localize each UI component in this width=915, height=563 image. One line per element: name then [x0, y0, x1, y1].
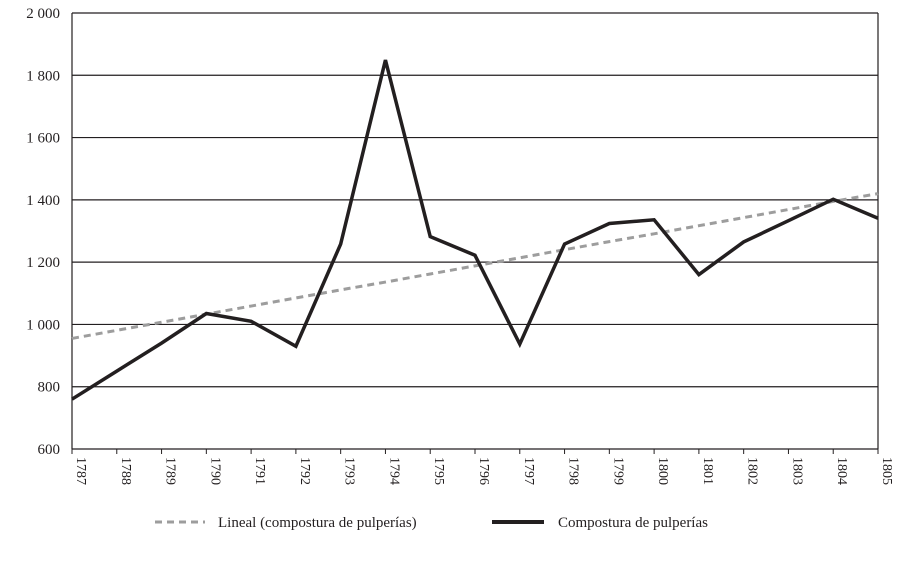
x-tick-label: 1798	[566, 457, 581, 485]
x-tick-label: 1803	[789, 457, 804, 485]
x-tick-label: 1805	[879, 457, 894, 485]
x-tick-label: 1801	[700, 457, 715, 485]
y-tick-label: 800	[38, 380, 61, 396]
legend-label-series: Compostura de pulperías	[558, 515, 708, 531]
x-tick-label: 1791	[252, 457, 267, 485]
x-tick-label: 1799	[610, 457, 625, 485]
x-tick-label: 1804	[834, 457, 849, 485]
y-tick-label: 600	[38, 442, 61, 458]
x-tick-label: 1802	[745, 457, 760, 485]
x-tick-label: 1792	[297, 457, 312, 485]
y-tick-label: 1 400	[26, 193, 60, 209]
y-tick-label: 1 000	[26, 317, 60, 333]
x-tick-label: 1794	[386, 457, 401, 485]
y-tick-label: 1 600	[26, 131, 60, 147]
x-tick-label: 1795	[431, 457, 446, 485]
legend-label-trend: Lineal (compostura de pulperías)	[218, 515, 417, 531]
y-tick-label: 1 200	[26, 255, 60, 271]
trend-line	[72, 194, 878, 339]
x-tick-label: 1789	[163, 457, 178, 485]
x-tick-label: 1788	[118, 457, 133, 485]
x-tick-label: 1787	[73, 457, 88, 485]
x-tick-label: 1797	[521, 457, 536, 485]
x-tick-label: 1796	[476, 457, 491, 485]
x-tick-label: 1800	[655, 457, 670, 485]
x-tick-label: 1793	[342, 457, 357, 485]
y-tick-label: 1 800	[26, 68, 60, 84]
series-line	[72, 60, 878, 399]
y-tick-label: 2 000	[26, 6, 60, 22]
x-tick-label: 1790	[207, 457, 222, 485]
legend: Lineal (compostura de pulperías) Compost…	[155, 515, 708, 531]
